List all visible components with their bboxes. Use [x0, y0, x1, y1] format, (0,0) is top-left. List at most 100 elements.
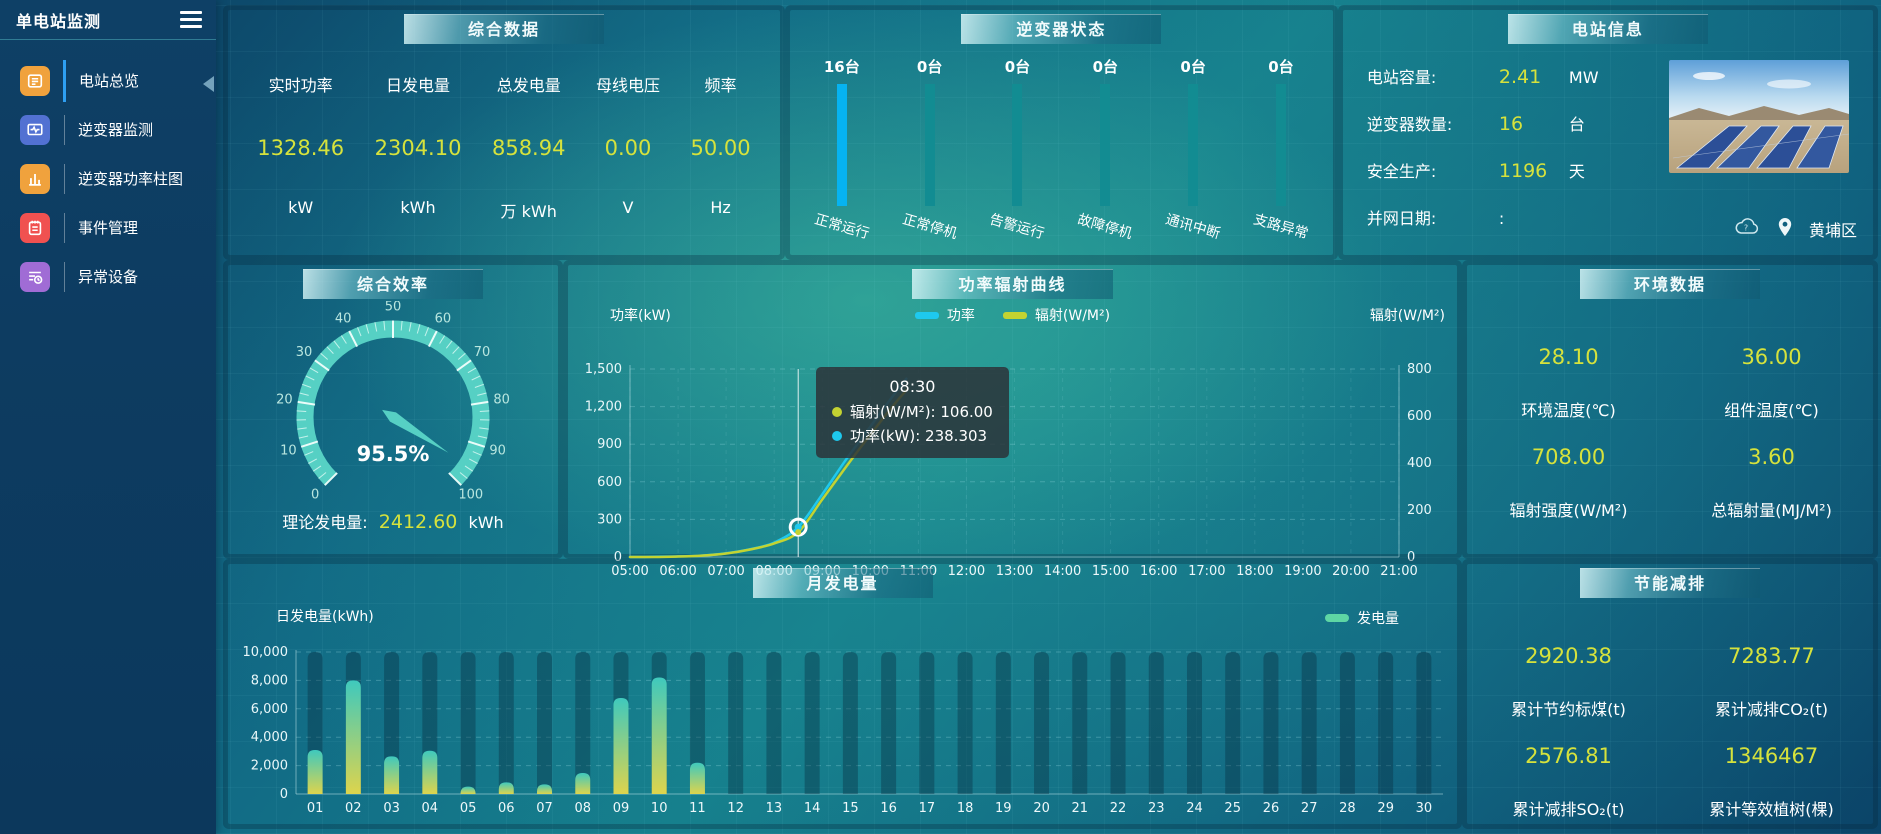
device-list-clock-icon — [20, 261, 50, 292]
svg-text:28: 28 — [1339, 801, 1356, 816]
status-label: 故障停机 — [1075, 211, 1135, 243]
svg-text:70: 70 — [474, 345, 491, 360]
svg-text:80: 80 — [493, 392, 510, 407]
info-label: 安全生产: — [1366, 162, 1437, 181]
svg-text:15: 15 — [842, 801, 859, 816]
info-value: 2.41 — [1498, 66, 1542, 88]
info-label: 逆变器数量: — [1366, 115, 1453, 134]
sidebar-collapse-arrow[interactable] — [203, 76, 214, 92]
stat-label: 日发电量 — [386, 76, 451, 95]
svg-text:12: 12 — [727, 801, 744, 816]
sidebar-item-abnormal-devices[interactable]: 异常设备 — [0, 252, 216, 301]
svg-text:0: 0 — [614, 550, 622, 565]
svg-text:21:00: 21:00 — [1380, 564, 1417, 579]
svg-text:20: 20 — [276, 392, 293, 407]
svg-text:26: 26 — [1263, 801, 1280, 816]
svg-text:03: 03 — [383, 801, 400, 816]
svg-text:40: 40 — [335, 312, 352, 327]
stat-unit: V — [622, 198, 634, 217]
panel-energy-saving: 节能减排 2920.38 累计节约标煤(t) 7283.77 累计减排CO₂(t… — [1467, 564, 1873, 824]
menu-toggle-icon[interactable] — [180, 7, 202, 32]
svg-text:100: 100 — [458, 487, 483, 502]
svg-text:20: 20 — [1033, 801, 1050, 816]
saving-so2: 2576.81 累计减排SO₂(t) — [1467, 720, 1670, 820]
legend-swatch — [1002, 311, 1027, 319]
status-count: 0台 — [916, 58, 943, 76]
inverter-status-comm-lost: 0台 通讯中断 — [1157, 56, 1229, 242]
stat-label: 实时功率 — [268, 76, 333, 95]
legend-swatch — [914, 311, 939, 319]
svg-text:07:00: 07:00 — [707, 564, 744, 579]
location-pin-icon[interactable] — [1777, 217, 1793, 241]
sidebar: 单电站监测 电站总览 逆变器监测 — [0, 0, 216, 834]
env-label: 辐射强度(W/M²) — [1509, 501, 1628, 520]
panel-title: 电站信息 — [1507, 14, 1708, 44]
notebook-icon — [20, 212, 50, 243]
item-divider — [64, 261, 65, 292]
env-value: 36.00 — [1741, 345, 1802, 369]
legend-swatch — [1325, 614, 1349, 622]
item-divider — [64, 212, 65, 243]
left-axis-title: 功率(kW) — [610, 308, 671, 324]
status-count: 0台 — [1180, 58, 1206, 76]
status-count: 16台 — [823, 58, 860, 76]
active-indicator — [63, 59, 66, 102]
sidebar-item-inverter-monitor[interactable]: 逆变器监测 — [0, 105, 216, 154]
status-label: 正常停机 — [900, 211, 959, 243]
month-legend-item[interactable]: 发电量 — [1325, 608, 1399, 628]
svg-text:0: 0 — [280, 787, 288, 802]
efficiency-gauge[interactable]: 0 10 20 30 40 50 60 70 80 90 100 95.5% — [233, 301, 553, 519]
status-count: 0台 — [1092, 58, 1119, 76]
panel-title: 节能减排 — [1580, 568, 1760, 598]
svg-text:8,000: 8,000 — [251, 673, 288, 688]
stat-unit: kWh — [400, 198, 436, 217]
status-count: 0台 — [1004, 58, 1031, 76]
tooltip-text: 功率(kW): 238.303 — [850, 426, 988, 445]
monthly-generation-chart[interactable]: 0 2,000 4,000 6,000 8,000 10,000 01 02 03 04 05 06 0… — [228, 644, 1457, 820]
svg-text:13: 13 — [766, 801, 783, 816]
sidebar-item-event-management[interactable]: 事件管理 — [0, 203, 216, 252]
sidebar-item-label: 电站总览 — [79, 72, 140, 90]
inverter-status-alarm-run: 0台 告警运行 — [981, 56, 1053, 242]
inverter-status-bars[interactable]: 16台 正常运行 0台 正常停机 0台 告警运行 — [790, 56, 1333, 242]
status-bar — [836, 84, 847, 206]
env-radiation-intensity: 708.00 辐射强度(W/M²) — [1467, 421, 1670, 521]
saving-trees: 1346467 累计等效植树(棵) — [1670, 720, 1873, 820]
summary-stats: 实时功率 1328.46 kW 日发电量 2304.10 kWh 总发电量 85… — [228, 58, 780, 222]
status-count: 0台 — [1268, 58, 1294, 76]
info-unit: 台 — [1568, 115, 1585, 134]
svg-text:05: 05 — [460, 801, 477, 816]
legend-item-power[interactable]: 功率 — [914, 305, 975, 325]
power-radiation-chart[interactable]: 0 300 600 900 1,200 1,500 0 200 400 600 800 05:00 06… — [568, 359, 1457, 585]
sidebar-item-plant-overview[interactable]: 电站总览 — [0, 56, 216, 105]
saving-value: 7283.77 — [1728, 644, 1815, 668]
panel-title: 综合效率 — [303, 269, 483, 299]
svg-text:0: 0 — [1407, 550, 1415, 565]
saving-co2: 7283.77 累计减排CO₂(t) — [1670, 620, 1873, 720]
saving-stats: 2920.38 累计节约标煤(t) 7283.77 累计减排CO₂(t) 257… — [1467, 620, 1873, 820]
svg-text:30: 30 — [1416, 801, 1433, 816]
bar-chart-icon — [20, 163, 50, 194]
svg-text:05:00: 05:00 — [611, 564, 648, 579]
stat-label: 频率 — [704, 76, 737, 95]
weather-icon[interactable]: ? — [1733, 217, 1761, 241]
info-value: 16 — [1498, 113, 1524, 135]
svg-text:900: 900 — [597, 437, 622, 452]
chart-tooltip: 08:30 辐射(W/M²): 106.00 功率(kW): 238.303 — [816, 367, 1009, 458]
footer-unit: kWh — [468, 513, 504, 532]
svg-text:25: 25 — [1224, 801, 1241, 816]
stat-label: 母线电压 — [595, 76, 660, 95]
svg-text:19: 19 — [995, 801, 1012, 816]
sidebar-item-inverter-power-bars[interactable]: 逆变器功率柱图 — [0, 154, 216, 203]
svg-text:21: 21 — [1072, 801, 1089, 816]
svg-text:27: 27 — [1301, 801, 1318, 816]
svg-text:4,000: 4,000 — [251, 730, 288, 745]
legend-label: 发电量 — [1357, 611, 1399, 627]
svg-text:11: 11 — [689, 801, 706, 816]
legend-item-radiation[interactable]: 辐射(W/M²) — [1002, 305, 1110, 325]
info-value: 1196 — [1498, 160, 1548, 182]
env-module-temp: 36.00 组件温度(℃) — [1670, 321, 1873, 421]
inverter-status-normal-run: 16台 正常运行 — [806, 56, 878, 242]
svg-text:200: 200 — [1407, 503, 1432, 518]
location-name[interactable]: 黄埔区 — [1808, 221, 1857, 240]
